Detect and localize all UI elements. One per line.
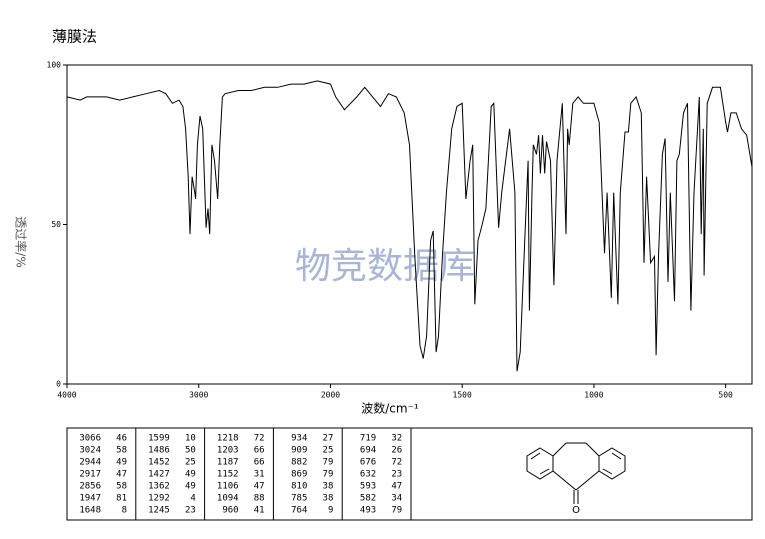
peak-transmittance: 81	[116, 494, 127, 504]
peak-wavenumber: 810	[291, 482, 307, 492]
peak-transmittance: 49	[116, 458, 127, 468]
peak-wavenumber: 960	[222, 506, 238, 516]
peak-wavenumber: 1947	[79, 494, 101, 504]
oxygen-atom: O	[572, 505, 580, 516]
peak-transmittance: 38	[323, 494, 334, 504]
peak-wavenumber: 2944	[79, 458, 101, 468]
watermark: 物竞数据库	[295, 246, 475, 287]
peak-transmittance: 79	[391, 506, 402, 516]
y-axis-label: 透过率/%	[14, 216, 29, 267]
y-tick-label: 0	[56, 380, 61, 389]
table-frame	[66, 427, 753, 521]
x-tick-label: 500	[718, 391, 733, 400]
structure	[526, 442, 626, 504]
peak-wavenumber: 593	[360, 482, 376, 492]
peak-wavenumber: 694	[360, 446, 376, 456]
peak-transmittance: 49	[185, 482, 196, 492]
peak-wavenumber: 3024	[79, 446, 101, 456]
peak-transmittance: 50	[185, 446, 196, 456]
peak-transmittance: 23	[185, 506, 196, 516]
peak-transmittance: 46	[116, 434, 127, 444]
peak-transmittance: 47	[116, 470, 127, 480]
peak-wavenumber: 3066	[79, 434, 101, 444]
peak-transmittance: 4	[190, 494, 195, 504]
peak-transmittance: 47	[391, 482, 402, 492]
y-tick-label: 100	[47, 61, 62, 70]
peak-transmittance: 31	[254, 470, 265, 480]
x-axis-label: 波数/cm⁻¹	[361, 401, 419, 416]
peak-transmittance: 25	[185, 458, 196, 468]
peak-transmittance: 47	[254, 482, 265, 492]
peak-transmittance: 25	[323, 446, 334, 456]
peak-transmittance: 34	[391, 494, 402, 504]
peak-wavenumber: 1203	[217, 446, 239, 456]
peak-transmittance: 79	[323, 470, 334, 480]
peak-wavenumber: 1486	[148, 446, 170, 456]
peak-wavenumber: 1218	[217, 434, 239, 444]
peak-wavenumber: 882	[291, 458, 307, 468]
peak-wavenumber: 582	[360, 494, 376, 504]
chart-title: 薄膜法	[52, 28, 97, 46]
peak-transmittance: 88	[254, 494, 265, 504]
peak-transmittance: 49	[185, 470, 196, 480]
peak-transmittance: 27	[323, 434, 334, 444]
peak-transmittance: 66	[254, 458, 265, 468]
peak-wavenumber: 1648	[79, 506, 101, 516]
peak-wavenumber: 1245	[148, 506, 170, 516]
peak-wavenumber: 2917	[79, 470, 101, 480]
peak-transmittance: 10	[185, 434, 196, 444]
peak-wavenumber: 493	[360, 506, 376, 516]
peak-transmittance: 32	[391, 434, 402, 444]
peak-wavenumber: 869	[291, 470, 307, 480]
peak-wavenumber: 632	[360, 470, 376, 480]
peak-wavenumber: 719	[360, 434, 376, 444]
peak-wavenumber: 785	[291, 494, 307, 504]
peak-transmittance: 58	[116, 482, 127, 492]
peak-transmittance: 38	[323, 482, 334, 492]
x-tick-label: 3000	[189, 391, 208, 400]
peak-wavenumber: 1452	[148, 458, 170, 468]
x-tick-label: 1000	[584, 391, 603, 400]
peak-transmittance: 41	[254, 506, 265, 516]
peak-wavenumber: 909	[291, 446, 307, 456]
peak-transmittance: 8	[122, 506, 127, 516]
x-tick-label: 4000	[57, 391, 76, 400]
peak-transmittance: 58	[116, 446, 127, 456]
peak-transmittance: 66	[254, 446, 265, 456]
peak-transmittance: 23	[391, 470, 402, 480]
peak-wavenumber: 676	[360, 458, 376, 468]
peak-transmittance: 72	[254, 434, 265, 444]
peak-wavenumber: 1152	[217, 470, 239, 480]
x-tick-label: 2000	[321, 391, 340, 400]
peak-wavenumber: 1427	[148, 470, 170, 480]
spectrum-line	[66, 80, 753, 372]
peak-wavenumber: 764	[291, 506, 307, 516]
peak-wavenumber: 1187	[217, 458, 239, 468]
peak-transmittance: 79	[323, 458, 334, 468]
peak-transmittance: 26	[391, 446, 402, 456]
peak-transmittance: 9	[328, 506, 333, 516]
peak-wavenumber: 1292	[148, 494, 170, 504]
peak-wavenumber: 2856	[79, 482, 101, 492]
x-tick-label: 1500	[453, 391, 472, 400]
y-tick-label: 50	[51, 220, 61, 229]
peak-wavenumber: 1094	[217, 494, 239, 504]
peak-wavenumber: 934	[291, 434, 307, 444]
peak-wavenumber: 1106	[217, 482, 239, 492]
peak-wavenumber: 1599	[148, 434, 170, 444]
peak-wavenumber: 1362	[148, 482, 170, 492]
peak-transmittance: 72	[391, 458, 402, 468]
